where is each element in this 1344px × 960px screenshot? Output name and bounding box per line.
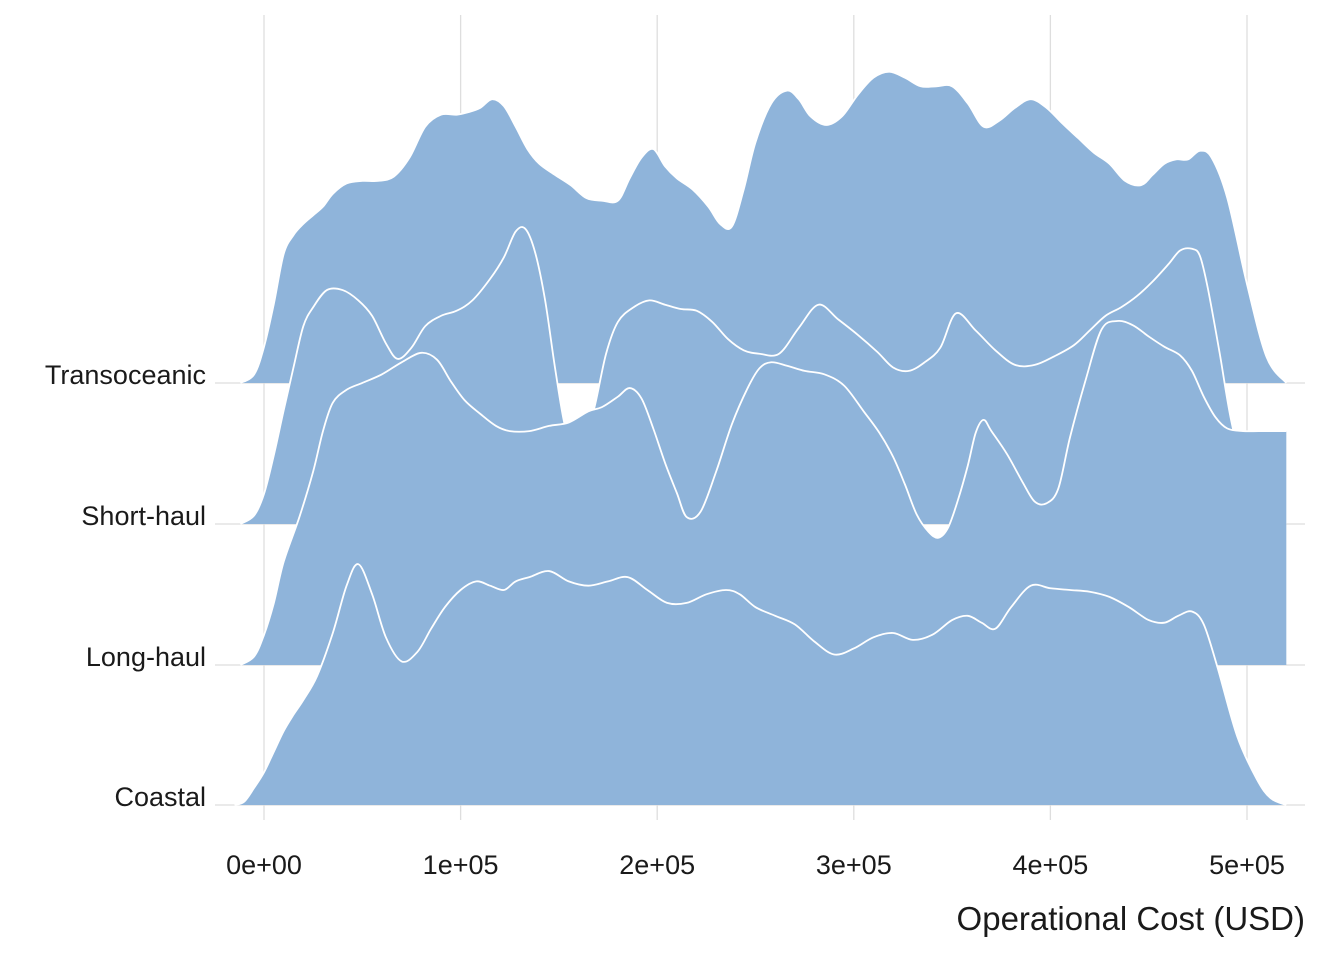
y-category-label: Short-haul xyxy=(81,501,206,531)
y-category-label: Coastal xyxy=(114,782,206,812)
x-axis-title: Operational Cost (USD) xyxy=(957,900,1305,937)
x-tick-label: 3e+05 xyxy=(816,850,892,880)
ridge-layer xyxy=(234,70,1288,806)
x-tick-label: 2e+05 xyxy=(619,850,695,880)
ridge-outline-transoceanic xyxy=(239,70,1288,384)
x-tick-label: 0e+00 xyxy=(226,850,302,880)
ridge-outline-long-haul xyxy=(239,319,1287,666)
x-tick-label: 1e+05 xyxy=(423,850,499,880)
label-layer: 0e+00 1e+05 2e+05 3e+05 4e+05 5e+05 Transocean… xyxy=(45,360,1285,880)
x-tick-label: 4e+05 xyxy=(1012,850,1088,880)
y-category-label: Long-haul xyxy=(86,642,206,672)
ridge-area-long-haul xyxy=(240,320,1287,665)
ridge-outline-short-haul xyxy=(239,226,1287,525)
ridge-outline-coastal xyxy=(234,563,1287,806)
x-tick-label: 5e+05 xyxy=(1209,850,1285,880)
ridge-area-coastal xyxy=(234,564,1287,805)
y-category-label: Transoceanic xyxy=(45,360,206,390)
